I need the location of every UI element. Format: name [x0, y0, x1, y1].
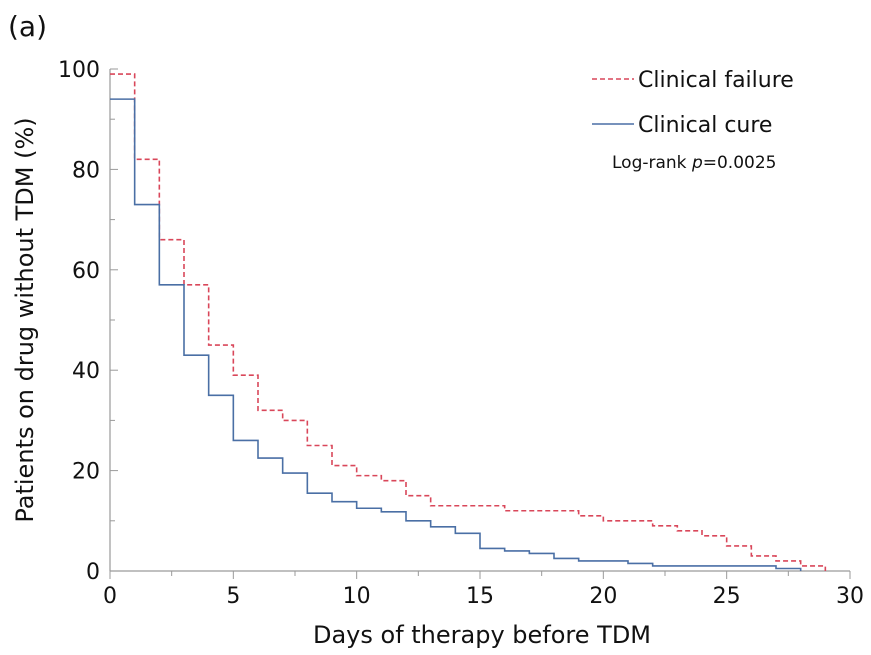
axes: 0 20 40 60 80 100 0 5 10 15 20 25 30 [58, 58, 864, 609]
legend-label-clinical-cure: Clinical cure [638, 113, 772, 138]
y-tick-label: 100 [58, 58, 100, 83]
x-tick-label: 15 [466, 584, 494, 609]
log-rank-annotation: Log-rank p=0.0025 [612, 153, 776, 173]
series-layer [110, 73, 827, 571]
p-symbol: p [691, 153, 703, 173]
y-tick-label: 0 [86, 560, 100, 585]
legend: Clinical failure Clinical cure [592, 68, 794, 138]
x-axis-label: Days of therapy before TDM [313, 621, 651, 649]
x-tick-label: 5 [226, 584, 240, 609]
series-line-clinical-failure [110, 73, 827, 571]
y-tick-label: 60 [72, 259, 100, 284]
y-tick-label: 80 [72, 158, 100, 183]
x-tick-label: 10 [343, 584, 371, 609]
p-value: =0.0025 [703, 153, 777, 173]
series-line-clinical-cure [110, 98, 802, 571]
x-tick-label: 25 [713, 584, 741, 609]
x-tick-label: 20 [589, 584, 617, 609]
log-rank-prefix: Log-rank [612, 153, 692, 173]
legend-label-clinical-failure: Clinical failure [638, 68, 794, 93]
x-tick-label: 30 [836, 584, 864, 609]
y-tick-label: 40 [72, 359, 100, 384]
y-tick-label: 20 [72, 460, 100, 485]
panel-label: (a) [8, 10, 47, 43]
y-axis-label: Patients on drug without TDM (%) [11, 117, 39, 522]
x-tick-label: 0 [103, 584, 117, 609]
